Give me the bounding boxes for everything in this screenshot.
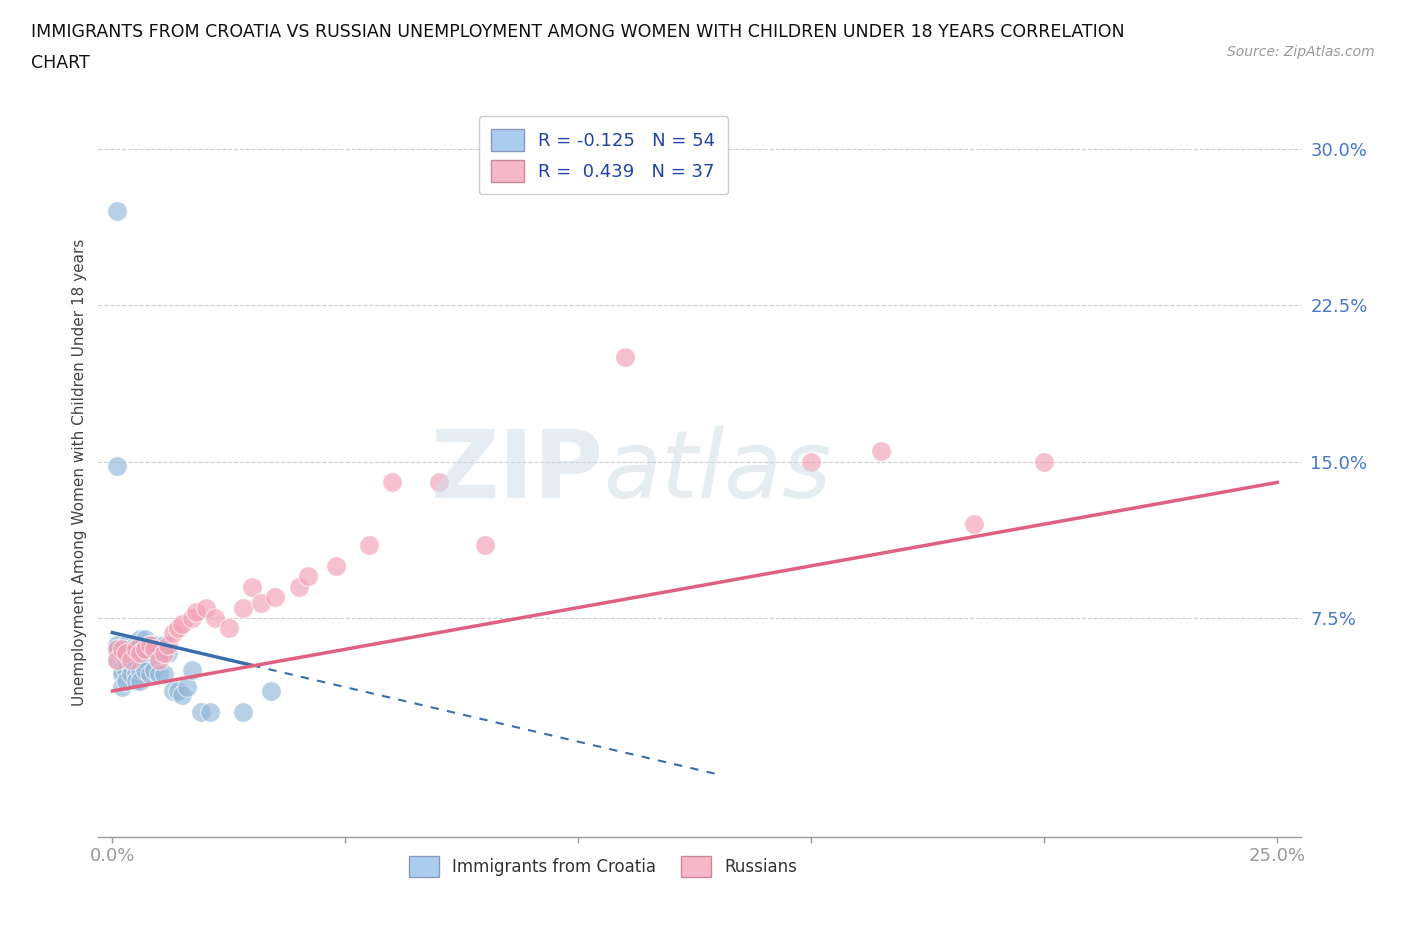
Point — [125, 652, 148, 667]
Point — [125, 638, 148, 653]
Point — [800, 454, 823, 469]
Point — [138, 638, 160, 653]
Point — [474, 538, 496, 552]
Point — [134, 642, 156, 657]
Point — [157, 638, 180, 653]
Point — [1033, 454, 1056, 469]
Point — [260, 684, 283, 698]
Point — [134, 642, 156, 657]
Point — [194, 600, 217, 615]
Point — [218, 621, 240, 636]
Point — [172, 617, 194, 631]
Point — [148, 642, 170, 657]
Point — [125, 667, 148, 682]
Point — [143, 638, 166, 653]
Point — [105, 458, 128, 473]
Point — [120, 642, 142, 657]
Point — [264, 590, 287, 604]
Point — [138, 646, 160, 661]
Point — [186, 604, 208, 619]
Point — [125, 673, 148, 688]
Point — [129, 638, 152, 653]
Point — [148, 652, 170, 667]
Point — [111, 642, 134, 657]
Point — [152, 638, 174, 653]
Point — [166, 621, 188, 636]
Point — [129, 673, 152, 688]
Point — [129, 646, 152, 661]
Point — [138, 667, 160, 682]
Point — [111, 663, 134, 678]
Point — [105, 642, 128, 657]
Point — [115, 646, 138, 661]
Point — [129, 652, 152, 667]
Point — [120, 652, 142, 667]
Point — [134, 663, 156, 678]
Point — [325, 558, 347, 573]
Point — [129, 631, 152, 646]
Point — [176, 680, 198, 695]
Point — [111, 646, 134, 661]
Point — [250, 596, 273, 611]
Point — [105, 652, 128, 667]
Point — [180, 611, 202, 626]
Point — [134, 652, 156, 667]
Point — [166, 684, 188, 698]
Point — [115, 663, 138, 678]
Point — [125, 642, 148, 657]
Text: IMMIGRANTS FROM CROATIA VS RUSSIAN UNEMPLOYMENT AMONG WOMEN WITH CHILDREN UNDER : IMMIGRANTS FROM CROATIA VS RUSSIAN UNEMP… — [31, 23, 1125, 41]
Point — [125, 658, 148, 673]
Point — [129, 663, 152, 678]
Point — [357, 538, 380, 552]
Point — [287, 579, 309, 594]
Point — [240, 579, 263, 594]
Point — [143, 646, 166, 661]
Point — [115, 642, 138, 657]
Point — [143, 663, 166, 678]
Point — [105, 638, 128, 653]
Point — [115, 638, 138, 653]
Point — [200, 704, 222, 719]
Point — [613, 350, 636, 365]
Point — [143, 642, 166, 657]
Text: Source: ZipAtlas.com: Source: ZipAtlas.com — [1227, 45, 1375, 59]
Point — [152, 667, 174, 682]
Point — [162, 684, 184, 698]
Point — [232, 600, 254, 615]
Point — [870, 444, 893, 458]
Y-axis label: Unemployment Among Women with Children Under 18 years: Unemployment Among Women with Children U… — [72, 238, 87, 706]
Point — [129, 646, 152, 661]
Point — [111, 680, 134, 695]
Point — [963, 517, 986, 532]
Point — [115, 673, 138, 688]
Point — [111, 667, 134, 682]
Point — [125, 642, 148, 657]
Point — [297, 569, 319, 584]
Point — [148, 667, 170, 682]
Point — [152, 646, 174, 661]
Point — [427, 475, 450, 490]
Point — [105, 652, 128, 667]
Point — [105, 642, 128, 657]
Point — [172, 687, 194, 702]
Text: CHART: CHART — [31, 54, 90, 72]
Point — [115, 652, 138, 667]
Point — [120, 658, 142, 673]
Point — [381, 475, 404, 490]
Point — [134, 631, 156, 646]
Text: atlas: atlas — [603, 427, 831, 517]
Point — [138, 638, 160, 653]
Point — [120, 667, 142, 682]
Point — [120, 646, 142, 661]
Point — [162, 625, 184, 640]
Point — [105, 204, 128, 219]
Point — [232, 704, 254, 719]
Point — [190, 704, 212, 719]
Legend: Immigrants from Croatia, Russians: Immigrants from Croatia, Russians — [402, 850, 804, 883]
Point — [180, 663, 202, 678]
Point — [157, 646, 180, 661]
Point — [204, 611, 226, 626]
Text: ZIP: ZIP — [430, 426, 603, 518]
